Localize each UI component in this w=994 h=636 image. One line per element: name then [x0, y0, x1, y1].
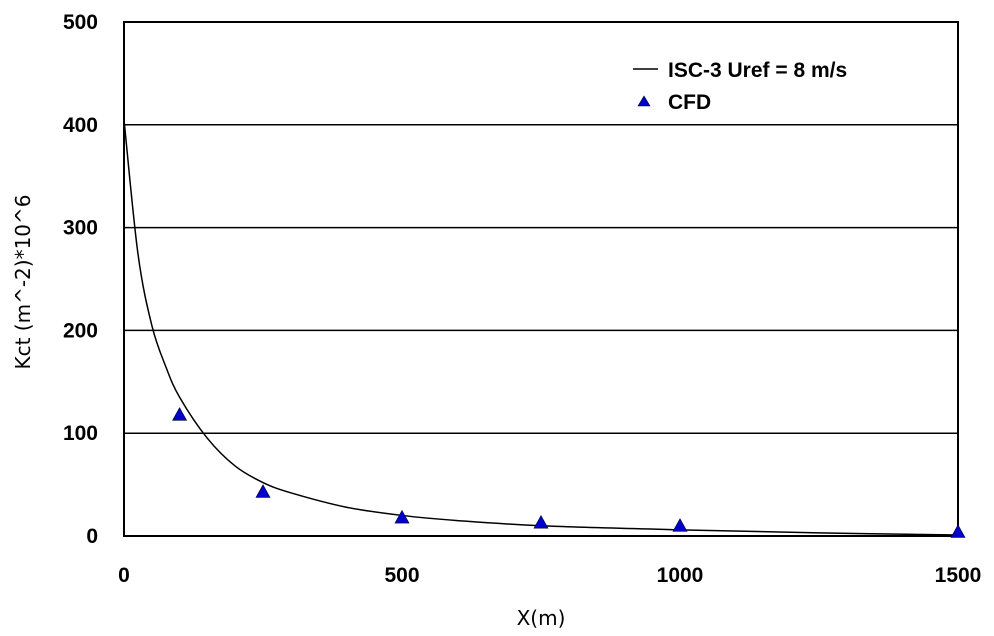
y-tick-label: 0: [86, 525, 98, 548]
legend-triangle-symbol: [637, 95, 651, 107]
series-points-group: [172, 407, 966, 538]
x-tick-label: 0: [118, 564, 130, 587]
y-tick-label: 300: [63, 217, 98, 240]
data-point-cfd: [394, 509, 410, 524]
y-tick-label: 100: [63, 422, 98, 445]
x-axis-label: X(m): [517, 606, 566, 630]
y-tick-label: 400: [63, 114, 98, 137]
y-tick-labels: 0 100 200 300 400 500: [63, 11, 98, 548]
data-point-cfd: [672, 518, 688, 532]
data-point-cfd: [950, 524, 966, 538]
x-tick-label: 1500: [935, 564, 982, 587]
gridlines: [124, 124, 958, 434]
series-line-isc3: [123, 119, 959, 536]
legend-label-points: CFD: [668, 91, 711, 114]
x-tick-label: 500: [384, 564, 419, 587]
plot-area-frame: [123, 21, 959, 537]
legend: ISC-3 Uref = 8 m/s CFD: [633, 59, 847, 114]
y-axis-label: Kct (m^-2)*10^6: [11, 194, 35, 369]
x-tick-labels: 0 500 1000 1500: [118, 564, 981, 587]
data-point-cfd: [255, 484, 271, 498]
series-line-group: [123, 119, 959, 536]
data-point-cfd: [172, 407, 188, 421]
legend-label-line: ISC-3 Uref = 8 m/s: [668, 59, 847, 82]
y-tick-label: 500: [63, 11, 98, 34]
y-tick-label: 200: [63, 319, 98, 342]
x-tick-label: 1000: [657, 564, 704, 587]
data-point-cfd: [533, 515, 549, 529]
